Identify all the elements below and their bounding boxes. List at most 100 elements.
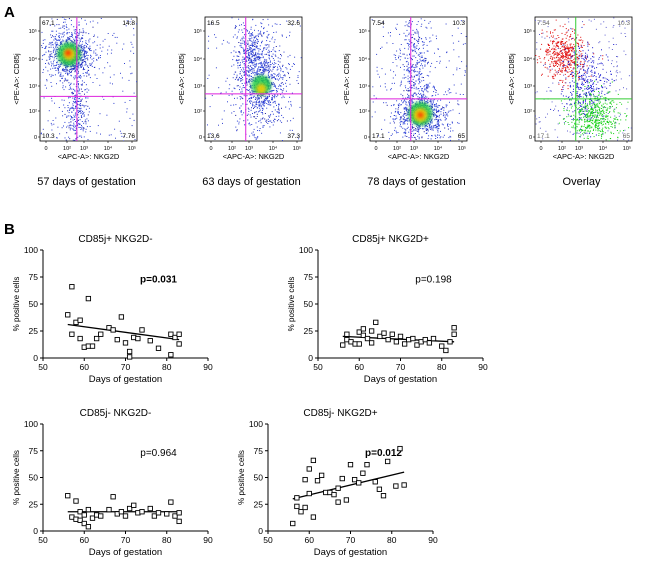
data-point: [351, 476, 358, 483]
data-point: [401, 482, 407, 488]
quadrant-ur-percent: 10.3: [452, 20, 465, 27]
y-tick-label: 10⁴: [29, 56, 38, 63]
quadrant-ul-percent: 7.54: [372, 20, 385, 27]
data-point: [168, 352, 174, 358]
flow-plot-caption: 78 days of gestation: [367, 176, 465, 188]
quadrant-ul-percent: 16.5: [207, 20, 220, 27]
data-point: [172, 334, 178, 341]
flow-plot-caption: Overlay: [563, 176, 601, 188]
data-point: [65, 312, 71, 318]
y-tick-label: 0: [364, 135, 367, 141]
data-point: [410, 335, 416, 342]
x-tick-label: 10³: [410, 146, 418, 152]
x-tick-label: 90: [203, 362, 213, 372]
flow-plot-frame: [39, 16, 138, 142]
data-point: [114, 336, 120, 343]
y-tick-label: 25: [29, 326, 39, 336]
data-point: [393, 339, 400, 345]
y-tick-label: 10³: [194, 84, 202, 90]
y-tick-label: 25: [304, 326, 314, 336]
chart-title: CD85j- NKG2D-: [80, 408, 152, 419]
data-point: [298, 509, 304, 515]
y-tick-label: 50: [254, 473, 264, 483]
x-tick-label: 10³: [245, 146, 253, 152]
quadrant-ul-percent: 67.1: [42, 20, 55, 27]
data-point: [380, 493, 387, 499]
x-tick-label: 10²: [558, 146, 566, 152]
data-point: [290, 520, 296, 527]
data-point: [176, 518, 182, 525]
data-point: [310, 514, 317, 520]
data-point: [343, 497, 350, 503]
data-point: [360, 332, 367, 338]
flow-events: [535, 17, 632, 141]
x-axis-label: <APC-A>: NKG2D: [388, 152, 450, 161]
flow-plot-1: 67.1 14.8 10.3 7.76 0 10² 10³ 10⁴ 10⁵ 0 10² 10³ 10⁴ 1…: [12, 16, 138, 188]
data-point: [384, 458, 391, 465]
data-point: [151, 513, 158, 519]
data-point: [77, 517, 83, 523]
x-tick-label: 0: [539, 146, 542, 152]
data-point: [172, 513, 178, 519]
x-tick-label: 0: [374, 146, 377, 152]
x-tick-label: 10⁵: [128, 145, 136, 152]
x-tick-label: 90: [428, 535, 438, 545]
y-tick-label: 0: [33, 526, 38, 536]
y-tick-label: 10⁴: [524, 56, 533, 63]
x-axis-title: Days of gestation: [89, 374, 162, 385]
data-point: [447, 339, 453, 345]
x-tick-label: 10⁴: [104, 145, 113, 152]
quadrant-ur-percent: 10.3: [617, 20, 630, 27]
data-point: [376, 486, 383, 492]
p-value-label: p=0.012: [365, 448, 402, 459]
y-tick-label: 100: [249, 419, 263, 429]
y-axis-title: % positive cells: [287, 277, 296, 332]
quadrant-lr-percent: 37.3: [287, 133, 300, 140]
x-tick-label: 10⁵: [623, 145, 631, 152]
data-point: [397, 445, 403, 452]
flow-plot-caption: 57 days of gestation: [37, 176, 135, 188]
data-point: [306, 490, 312, 497]
data-point: [147, 338, 153, 344]
x-tick-label: 10⁴: [434, 145, 443, 152]
x-tick-label: 10⁴: [599, 145, 608, 152]
x-tick-label: 60: [355, 362, 365, 372]
y-tick-label: 0: [308, 353, 313, 363]
data-point: [176, 341, 182, 347]
x-tick-label: 70: [121, 535, 131, 545]
x-tick-label: 50: [313, 362, 323, 372]
y-tick-label: 10⁵: [194, 28, 202, 35]
data-point: [93, 335, 100, 342]
quadrant-lr-percent: 7.76: [122, 133, 135, 140]
scatter-chart-4: 50 60 70 80 90 0 25 50 75 100 CD85j- NKG2D+ Days of…: [237, 408, 438, 558]
data-point: [89, 343, 96, 349]
chart-title: CD85j+ NKG2D-: [78, 234, 152, 245]
scatter-chart-2: 50 60 70 80 90 0 25 50 75 100 CD85j+ NKG2D+ Days of…: [287, 234, 488, 385]
x-tick-label: 60: [305, 535, 315, 545]
data-point: [381, 330, 387, 336]
data-point: [69, 284, 75, 290]
x-tick-label: 10³: [80, 146, 88, 152]
y-tick-label: 50: [304, 299, 314, 309]
data-point: [147, 505, 153, 512]
chart-title: CD85j+ NKG2D+: [352, 234, 429, 245]
x-tick-label: 50: [38, 362, 48, 372]
data-point: [314, 478, 321, 484]
data-point: [310, 457, 317, 464]
y-axis-label: <PE-A>: CD85j: [12, 53, 21, 105]
x-tick-label: 60: [80, 362, 90, 372]
data-point: [98, 513, 104, 519]
x-axis-title: Days of gestation: [364, 374, 437, 385]
data-point: [131, 502, 137, 508]
chart-title: CD85j- NKG2D+: [303, 408, 377, 419]
y-axis-label: <PE-A>: CD85j: [342, 53, 351, 105]
x-tick-label: 10²: [228, 146, 236, 152]
y-axis-title: % positive cells: [12, 277, 21, 332]
data-point: [122, 340, 129, 346]
data-point: [347, 462, 354, 468]
data-point: [85, 524, 92, 530]
data-point: [364, 335, 371, 342]
data-point: [155, 345, 162, 351]
y-tick-label: 10³: [359, 84, 367, 90]
quadrant-ul-percent: 7.54: [537, 20, 550, 27]
